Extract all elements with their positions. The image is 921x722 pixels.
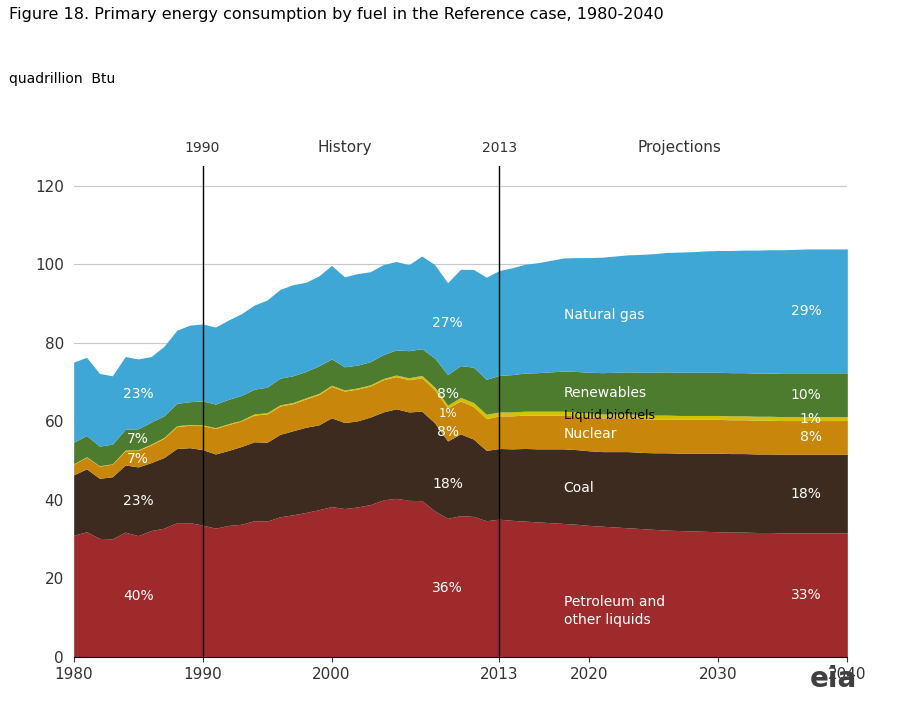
Text: 2013: 2013 (482, 142, 517, 155)
Text: 10%: 10% (791, 388, 822, 402)
Text: Projections: Projections (637, 140, 722, 155)
Text: 1990: 1990 (185, 142, 220, 155)
Text: Natural gas: Natural gas (564, 308, 644, 322)
Text: 18%: 18% (790, 487, 822, 500)
Text: 33%: 33% (791, 588, 822, 602)
Text: 27%: 27% (432, 316, 463, 330)
Text: 29%: 29% (791, 304, 822, 318)
Text: 8%: 8% (437, 425, 459, 439)
Text: eia: eia (810, 665, 857, 693)
Text: Nuclear: Nuclear (564, 427, 617, 441)
Text: 7%: 7% (127, 452, 149, 466)
Text: 1%: 1% (799, 412, 822, 425)
Text: 1%: 1% (438, 407, 457, 420)
Text: 23%: 23% (122, 495, 154, 508)
Text: 8%: 8% (799, 430, 822, 445)
Text: quadrillion  Btu: quadrillion Btu (9, 72, 115, 86)
Text: 36%: 36% (432, 581, 463, 595)
Text: 18%: 18% (432, 477, 463, 491)
Text: Renewables: Renewables (564, 386, 647, 400)
Text: Liquid biofuels: Liquid biofuels (564, 409, 655, 422)
Text: 7%: 7% (127, 432, 149, 446)
Text: Figure 18. Primary energy consumption by fuel in the Reference case, 1980-2040: Figure 18. Primary energy consumption by… (9, 7, 664, 22)
Text: 23%: 23% (122, 387, 154, 401)
Text: 40%: 40% (122, 589, 154, 604)
Text: History: History (317, 140, 372, 155)
Text: Petroleum and
other liquids: Petroleum and other liquids (564, 595, 665, 627)
Text: Coal: Coal (564, 481, 594, 495)
Text: 8%: 8% (437, 387, 459, 401)
